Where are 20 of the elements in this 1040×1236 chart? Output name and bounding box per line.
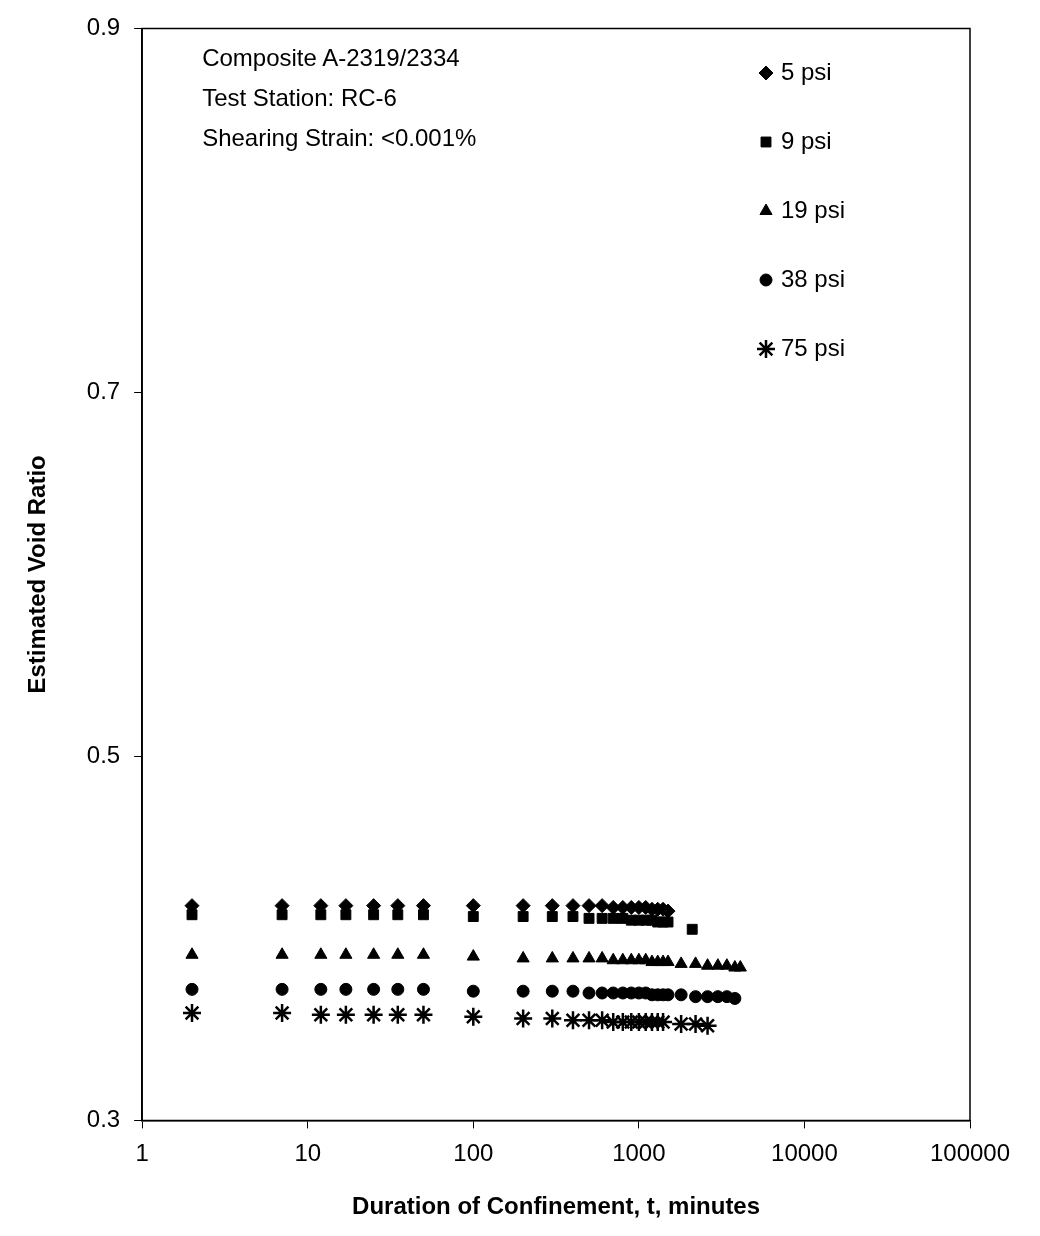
legend-label: 9 psi <box>781 127 832 156</box>
x-tick-label: 10 <box>294 1139 322 1167</box>
legend-label: 38 psi <box>781 265 846 294</box>
annotation: Shearing Strain: <0.001% <box>202 123 477 154</box>
x-tick-label: 1 <box>135 1139 149 1167</box>
legend-label: 5 psi <box>781 58 832 87</box>
x-axis-title: Duration of Confinement, t, minutes <box>352 1192 761 1220</box>
legend-label: 19 psi <box>781 196 846 225</box>
x-tick-label: 100 <box>453 1139 494 1167</box>
annotation: Composite A-2319/2334 <box>202 43 461 74</box>
annotation: Test Station: RC-6 <box>202 83 398 114</box>
y-tick-label: 0.3 <box>86 1105 121 1133</box>
x-tick-label: 100000 <box>929 1139 1011 1167</box>
y-tick-label: 0.5 <box>86 741 121 769</box>
legend-label: 75 psi <box>781 334 846 363</box>
x-tick-label: 10000 <box>771 1139 838 1167</box>
y-tick-label: 0.7 <box>86 377 121 405</box>
y-tick-label: 0.9 <box>86 13 121 41</box>
x-tick-label: 1000 <box>612 1139 666 1167</box>
y-axis-title: Estimated Void Ratio <box>23 455 51 694</box>
